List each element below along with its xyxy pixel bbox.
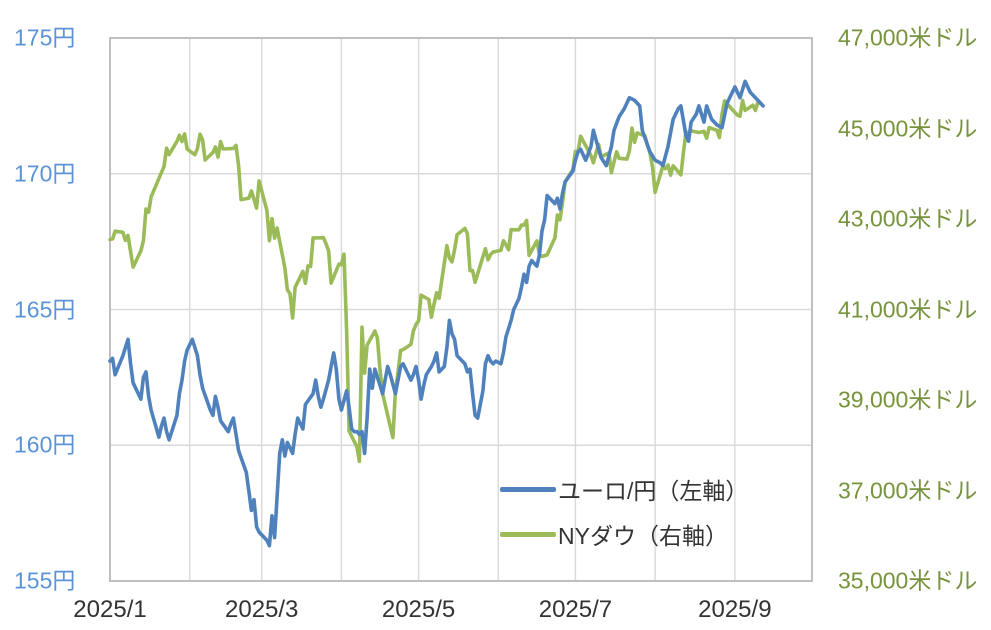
left-axis-tick: 165円 [14, 296, 76, 322]
legend-label-eurjpy: ユーロ/円（左軸） [558, 478, 749, 504]
left-axis-tick: 155円 [14, 567, 76, 594]
left-axis-tick: 160円 [14, 431, 76, 458]
right-axis-tick: 45,000米ドル [838, 115, 978, 141]
legend-label-nydow: NYダウ（右軸） [558, 523, 728, 549]
nydow-line-swatch [500, 531, 556, 537]
nydow-line-series [108, 98, 763, 464]
right-axis-tick: 47,000米ドル [838, 24, 978, 51]
right-axis-tick: 39,000米ドル [838, 386, 978, 413]
x-axis-tick: 2025/5 [381, 596, 456, 623]
right-axis-tick: 37,000米ドル [838, 477, 978, 503]
legend: ユーロ/円（左軸） NYダウ（右軸） [500, 472, 748, 562]
right-axis-tick: 41,000米ドル [838, 296, 978, 322]
x-axis-tick: 2025/9 [698, 596, 772, 623]
left-axis-tick: 170円 [14, 160, 76, 187]
eurjpy-line-series [108, 79, 765, 548]
x-axis-tick: 2025/3 [225, 596, 299, 623]
legend-item-nydow: NYダウ（右軸） [500, 517, 748, 551]
right-axis-tick: 35,000米ドル [838, 567, 978, 594]
legend-item-eurjpy: ユーロ/円（左軸） [500, 472, 748, 506]
x-axis-tick: 2025/1 [73, 596, 147, 623]
plot-border [109, 37, 813, 582]
left-axis-tick: 175円 [14, 24, 76, 51]
x-axis-tick: 2025/7 [538, 596, 613, 623]
eurjpy-line-swatch [500, 486, 556, 492]
right-axis-tick: 43,000米ドル [838, 205, 978, 232]
